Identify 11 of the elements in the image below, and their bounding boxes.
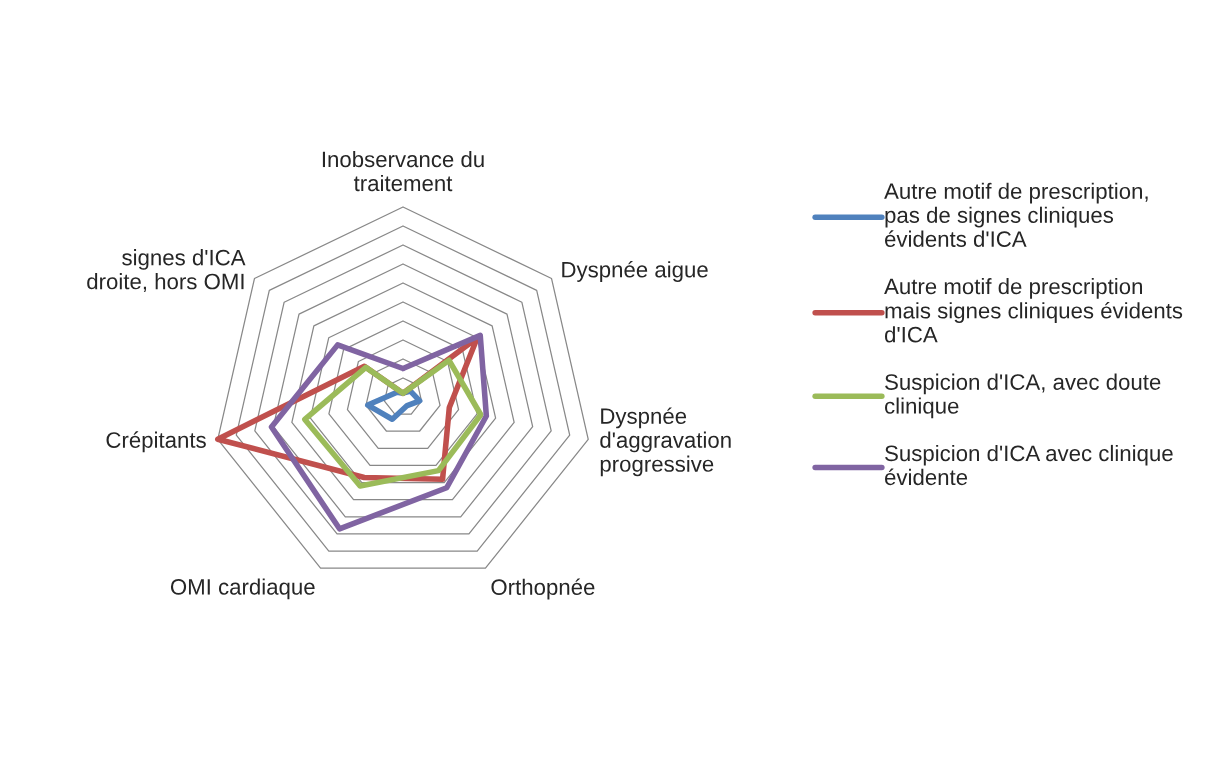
spoke-label: Crépitants	[106, 431, 206, 453]
legend-label: Suspicion d'ICA, avec doute clinique	[885, 373, 1161, 419]
spoke-label: Dyspnée aigue	[562, 260, 708, 282]
spoke-label: Dyspnée d'aggravation progressive	[600, 407, 731, 477]
spoke-label: OMI cardiaque	[170, 578, 315, 600]
spoke-label: Inobservance du traitement	[322, 150, 484, 192]
spoke-label: signes d'ICA droite, hors OMI	[87, 249, 246, 292]
legend-label: Autre motif de prescription, pas de signes cliniques évidents d'ICA	[884, 182, 1148, 247]
legend-label: Autre motif de prescription mais signes cliniques évidents d'ICA	[884, 278, 1183, 343]
legend-label: Suspicion d'ICA avec clinique évidente	[885, 444, 1173, 486]
spoke-label: Orthopnée	[491, 578, 595, 600]
